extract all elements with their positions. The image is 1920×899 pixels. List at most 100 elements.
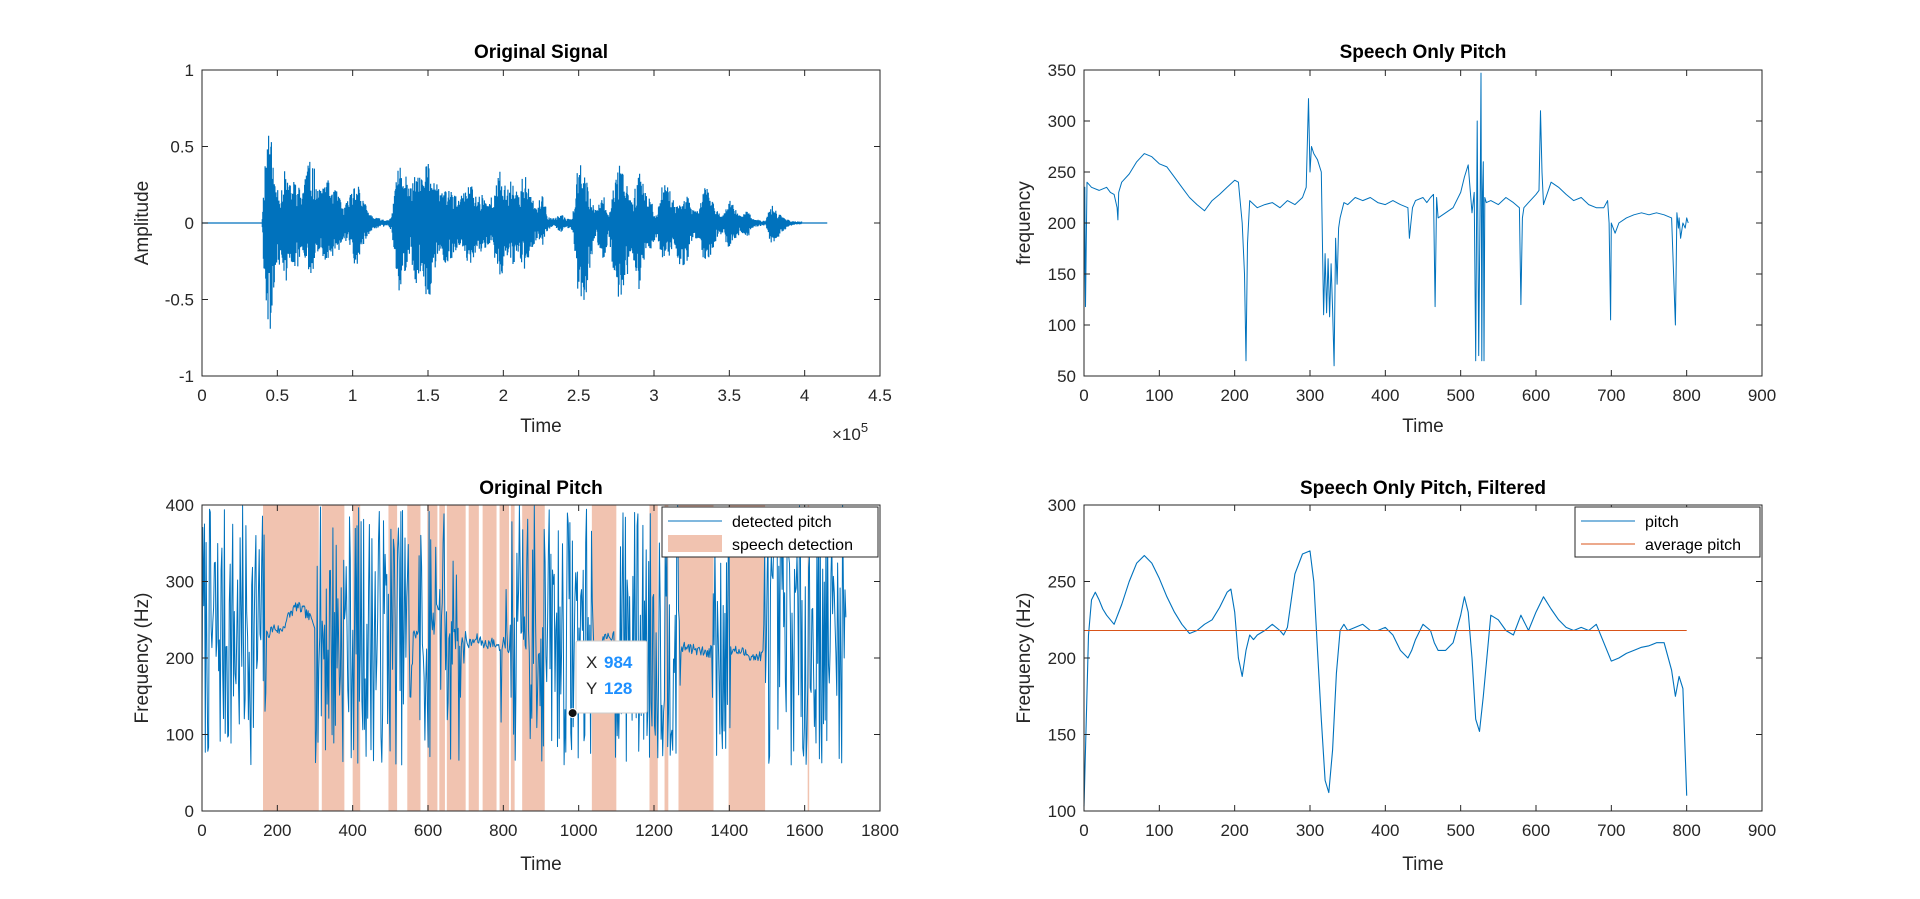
x-tick-label: 200 bbox=[263, 821, 291, 840]
y-tick-label: 0.5 bbox=[170, 138, 194, 157]
x-tick-label: 800 bbox=[489, 821, 517, 840]
x-tick-label: 100 bbox=[1145, 821, 1173, 840]
speech-region bbox=[664, 505, 669, 811]
x-tick-label: 2 bbox=[499, 386, 508, 405]
x-tick-label: 3.5 bbox=[718, 386, 742, 405]
x-tick-label: 0 bbox=[1079, 386, 1088, 405]
y-tick-label: -1 bbox=[179, 367, 194, 386]
x-tick-label: 0 bbox=[197, 821, 206, 840]
x-tick-label: 200 bbox=[1220, 821, 1248, 840]
y-tick-label: 150 bbox=[1048, 265, 1076, 284]
chart-title: Speech Only Pitch bbox=[1340, 42, 1507, 63]
series-line-frequency bbox=[1083, 72, 1689, 367]
x-tick-label: 800 bbox=[1672, 821, 1700, 840]
legend-swatch-speech-detection bbox=[668, 535, 722, 552]
x-tick-label: 1 bbox=[348, 386, 357, 405]
axes-speech-only-pitch-filtered[interactable]: Speech Only Pitch, Filtered 0 100 200 300 40… bbox=[1014, 478, 1776, 875]
y-tick-label: 350 bbox=[1048, 61, 1076, 80]
datatip[interactable]: X 984 Y 128 bbox=[567, 640, 648, 719]
x-tick-label: 900 bbox=[1748, 821, 1776, 840]
y-tick-label: 300 bbox=[1048, 496, 1076, 515]
y-tick-label: 100 bbox=[1048, 802, 1076, 821]
speech-region bbox=[499, 505, 509, 811]
x-tick-label: 1800 bbox=[861, 821, 899, 840]
axes-original-signal[interactable]: Original Signal 0 0.5 1 1.5 2 2.5 3 3.5 4 4.5 -1 -0… bbox=[132, 42, 892, 444]
datatip-y-value: 128 bbox=[604, 679, 632, 698]
datatip-marker[interactable] bbox=[567, 708, 578, 719]
legend-label-speech-detection: speech detection bbox=[732, 537, 853, 554]
x-tick-label: 500 bbox=[1446, 821, 1474, 840]
y-tick-label: 50 bbox=[1057, 367, 1076, 386]
speech-region bbox=[482, 505, 497, 811]
chart-title: Original Signal bbox=[474, 42, 608, 63]
series-line-signal bbox=[202, 135, 828, 329]
x-tick-label: 100 bbox=[1145, 386, 1173, 405]
x-tick-label: 4 bbox=[800, 386, 809, 405]
y-tick-label: -0.5 bbox=[165, 291, 194, 310]
x-tick-label: 800 bbox=[1672, 386, 1700, 405]
x-tick-label: 4.5 bbox=[868, 386, 892, 405]
y-tick-label: 400 bbox=[166, 496, 194, 515]
datatip-x-value: 984 bbox=[604, 653, 633, 672]
chart-title: Original Pitch bbox=[479, 478, 603, 499]
legend-box bbox=[1574, 506, 1761, 558]
x-tick-label: 1000 bbox=[560, 821, 598, 840]
legend[interactable]: pitch average pitch bbox=[1574, 506, 1761, 558]
x-tick-label: 600 bbox=[1522, 821, 1550, 840]
x-tick-label: 400 bbox=[338, 821, 366, 840]
x-tick-label: 400 bbox=[1371, 386, 1399, 405]
x-tick-label: 2.5 bbox=[567, 386, 591, 405]
y-axis-label: Amplitude bbox=[132, 181, 153, 266]
x-tick-label: 700 bbox=[1597, 821, 1625, 840]
plot-area bbox=[201, 504, 847, 811]
series-line-detected-pitch bbox=[201, 504, 847, 766]
legend[interactable]: detected pitch speech detection bbox=[661, 506, 879, 558]
y-tick-label: 200 bbox=[1048, 214, 1076, 233]
y-tick-label: 200 bbox=[1048, 649, 1076, 668]
plot-area bbox=[202, 135, 828, 329]
x-tick-label: 400 bbox=[1371, 821, 1399, 840]
y-axis-label: Frequency (Hz) bbox=[132, 593, 153, 724]
y-tick-label: 200 bbox=[166, 649, 194, 668]
x-tick-label: 200 bbox=[1220, 386, 1248, 405]
plot-area bbox=[1083, 72, 1689, 367]
speech-region bbox=[407, 505, 421, 811]
speech-region bbox=[427, 505, 438, 811]
tick-group: 0 0.5 1 1.5 2 2.5 3 3.5 4 4.5 -1 -0.5 0 0.5 1 bbox=[165, 61, 892, 405]
x-tick-label: 3 bbox=[649, 386, 658, 405]
speech-region bbox=[439, 505, 445, 811]
legend-label-average-pitch: average pitch bbox=[1645, 537, 1741, 554]
legend-label-detected-pitch: detected pitch bbox=[732, 514, 832, 531]
axes-original-pitch[interactable]: Original Pitch 0 200 400 600 800 1000 1200 1400… bbox=[132, 478, 899, 875]
x-tick-label: 0.5 bbox=[266, 386, 290, 405]
datatip-box bbox=[575, 640, 648, 714]
x-tick-label: 0 bbox=[1079, 821, 1088, 840]
x-axis-label: Time bbox=[520, 416, 562, 437]
y-tick-label: 250 bbox=[1048, 573, 1076, 592]
legend-label-pitch: pitch bbox=[1645, 514, 1679, 531]
speech-region bbox=[352, 505, 361, 811]
datatip-y-label: Y bbox=[586, 679, 597, 698]
axes-box bbox=[1083, 69, 1763, 377]
y-axis-label: Frequency (Hz) bbox=[1014, 593, 1035, 724]
x-tick-label: 1400 bbox=[710, 821, 748, 840]
x-axis-label: Time bbox=[1402, 854, 1444, 875]
tick-group: 0 200 400 600 800 1000 1200 1400 1600 1800 0 100 200… bbox=[166, 496, 899, 840]
y-axis-label: frequency bbox=[1014, 181, 1035, 265]
series-line-pitch bbox=[1083, 550, 1688, 807]
speech-region bbox=[468, 505, 479, 811]
y-tick-label: 150 bbox=[1048, 726, 1076, 745]
x-tick-label: 300 bbox=[1296, 821, 1324, 840]
y-tick-label: 1 bbox=[185, 61, 194, 80]
x-tick-label: 600 bbox=[1522, 386, 1550, 405]
y-tick-label: 100 bbox=[166, 726, 194, 745]
x-tick-label: 1600 bbox=[786, 821, 824, 840]
speech-region bbox=[263, 505, 319, 811]
tick-group: 0 100 200 300 400 500 600 700 800 900 50 100 150 200 2… bbox=[1048, 61, 1777, 405]
axes-speech-only-pitch[interactable]: Speech Only Pitch 0 100 200 300 400 500 600 700… bbox=[1014, 42, 1776, 437]
y-tick-label: 100 bbox=[1048, 316, 1076, 335]
y-tick-label: 300 bbox=[166, 573, 194, 592]
datatip-x-label: X bbox=[586, 653, 597, 672]
x-tick-label: 500 bbox=[1446, 386, 1474, 405]
